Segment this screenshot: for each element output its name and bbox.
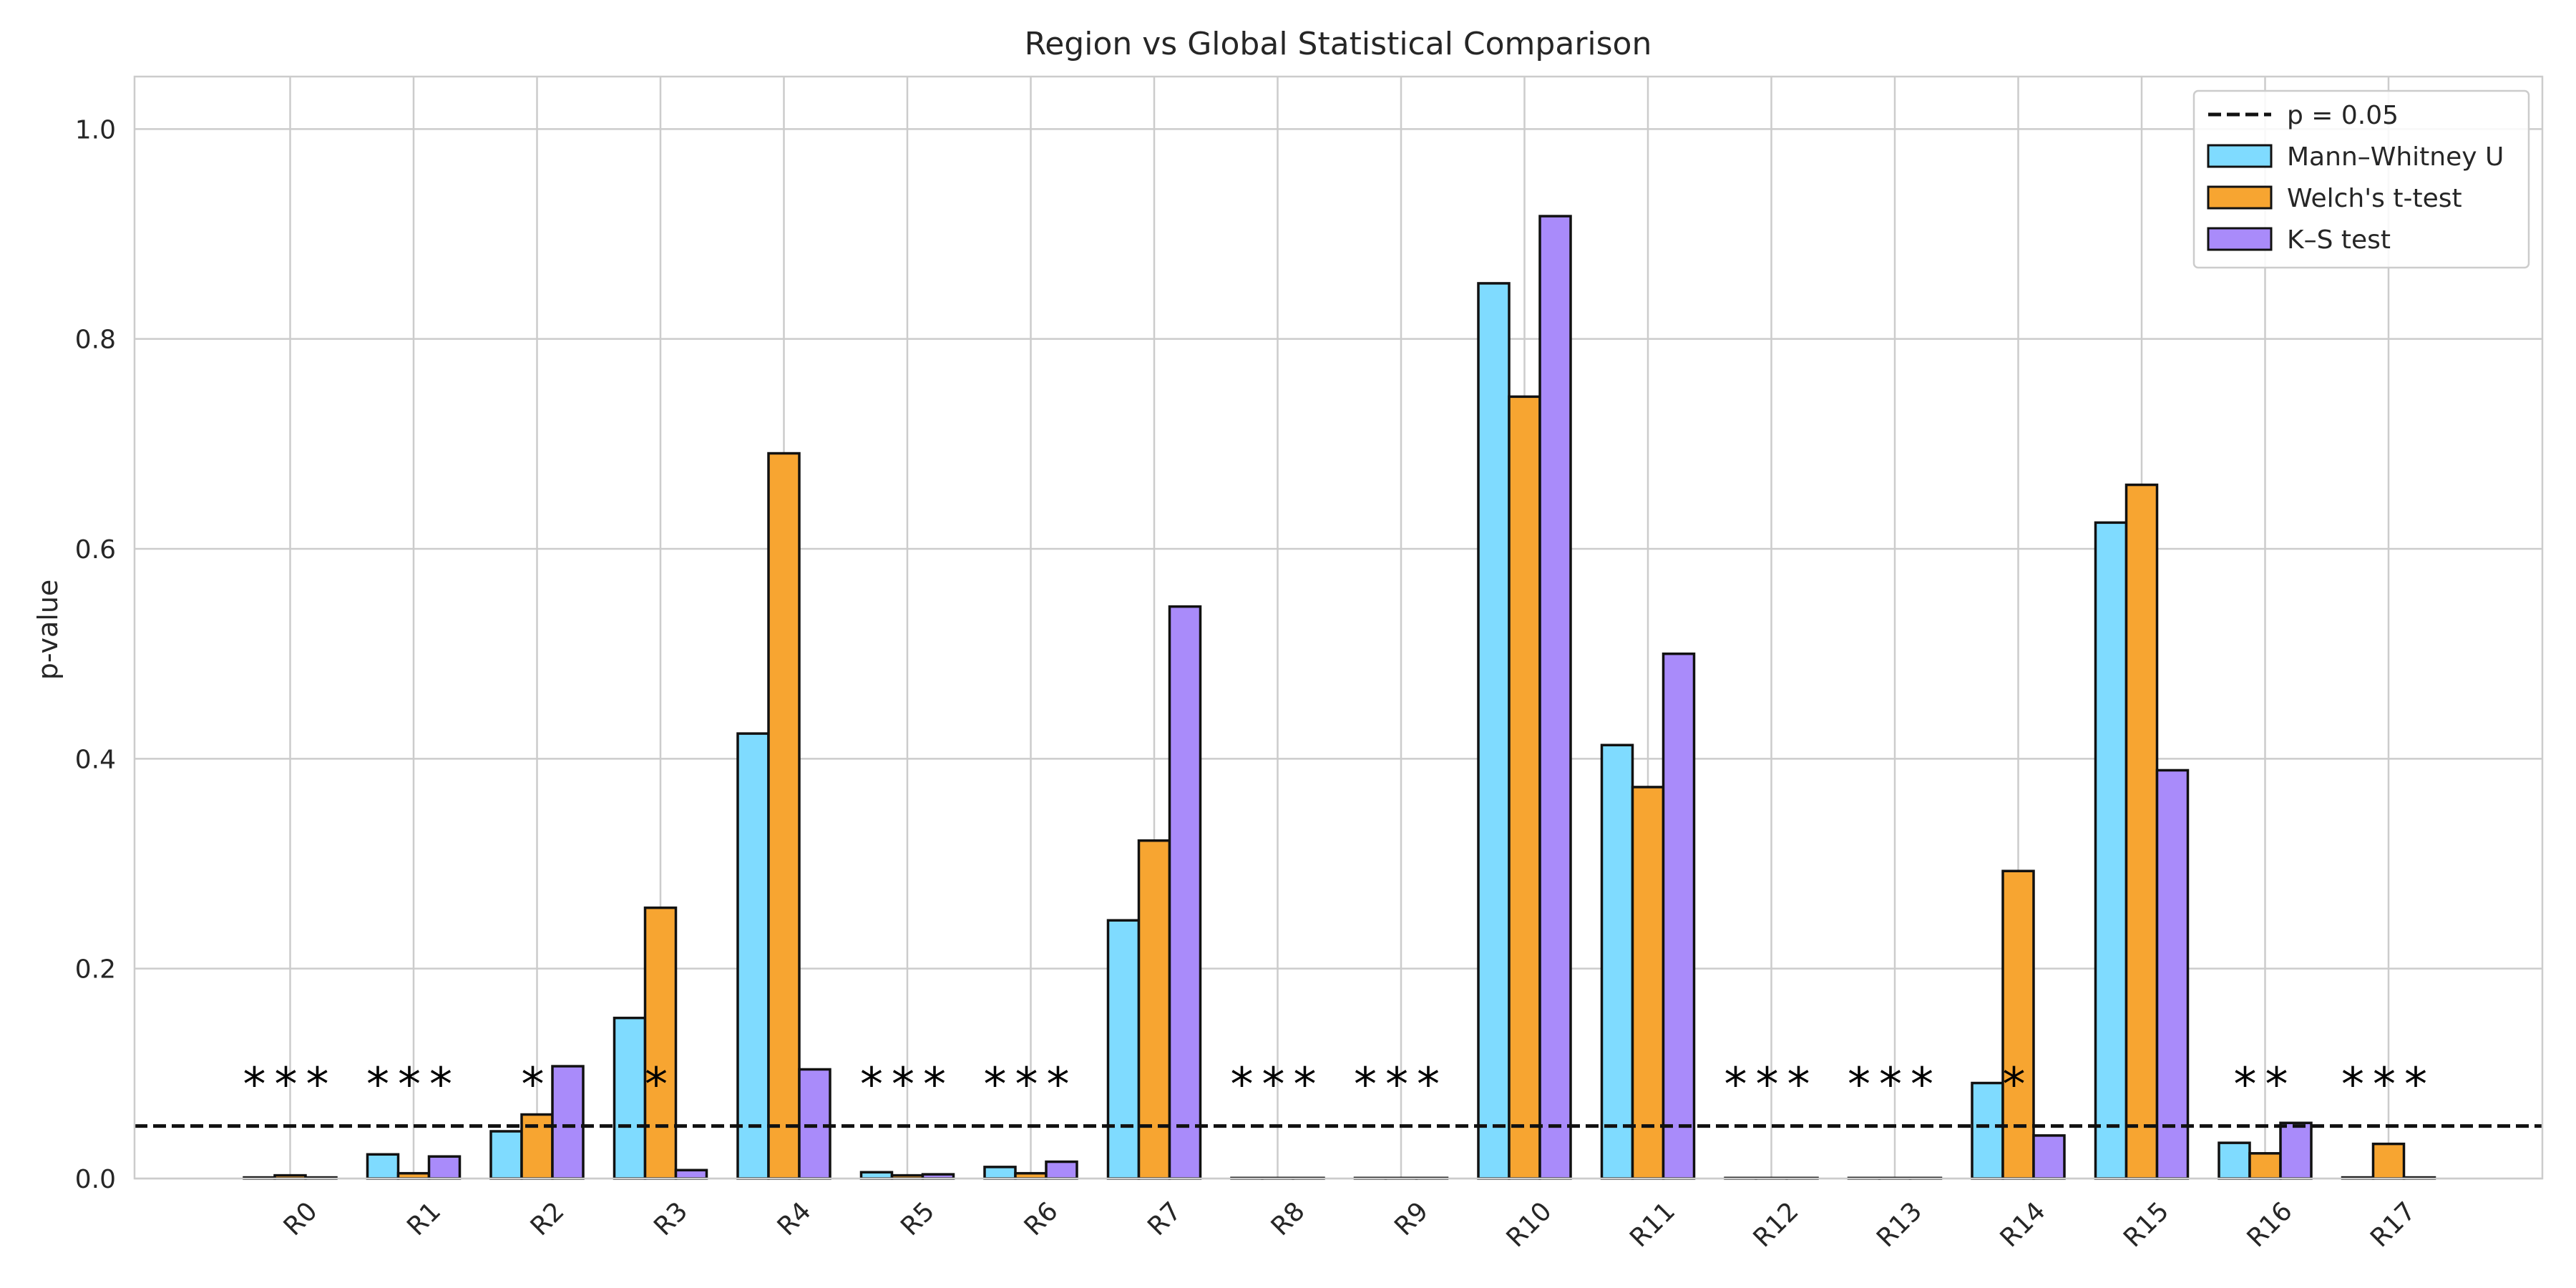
y-axis-label: p-value [32, 580, 64, 680]
legend-box [2192, 89, 2530, 269]
legend-label: K–S test [2287, 225, 2391, 255]
significance-marker: * [645, 1059, 676, 1112]
bar [1508, 395, 1541, 1180]
significance-annotations: *** *** * * *** *** *** *** *** *** * ** *** [243, 1059, 2436, 1112]
bar [2279, 1121, 2313, 1180]
bar [1477, 282, 1511, 1180]
y-tick-label: 0.8 [75, 326, 116, 355]
significance-marker: * [2003, 1059, 2034, 1112]
legend-label: Welch's t-test [2287, 184, 2462, 213]
bar [2124, 483, 2159, 1180]
significance-marker: *** [1231, 1059, 1325, 1112]
bar [2155, 769, 2190, 1180]
bar [798, 1068, 831, 1180]
significance-marker: *** [366, 1059, 461, 1112]
y-tick-label: 0.2 [75, 955, 116, 985]
bar [674, 1169, 708, 1180]
bar [2094, 521, 2128, 1180]
chart-title: Region vs Global Statistical Comparison [1025, 26, 1652, 62]
y-tick-label: 0.0 [75, 1165, 116, 1194]
legend-swatch [2207, 144, 2273, 168]
bar [489, 1130, 523, 1180]
significance-marker: *** [2341, 1059, 2436, 1112]
significance-marker: *** [243, 1059, 338, 1112]
legend-swatch [2207, 227, 2273, 251]
y-tick-label: 0.4 [75, 745, 116, 774]
significance-marker: *** [1724, 1059, 1819, 1112]
bar [2001, 869, 2035, 1180]
bar [2032, 1134, 2066, 1180]
bar [767, 452, 801, 1180]
bar [1168, 605, 1202, 1180]
bar [1662, 652, 1696, 1180]
bar [427, 1155, 462, 1180]
bar [366, 1153, 400, 1180]
legend-label: Mann–Whitney U [2287, 142, 2504, 172]
significance-marker: *** [1848, 1059, 1942, 1112]
significance-marker: *** [984, 1059, 1078, 1112]
bar [736, 732, 770, 1180]
bars [243, 215, 2436, 1180]
legend: p = 0.05 Mann–Whitney U Welch's t-test K–S … [2192, 89, 2530, 269]
significance-marker: *** [1354, 1059, 1448, 1112]
bar [1106, 919, 1141, 1180]
bar [643, 906, 678, 1180]
plot-frame [133, 75, 2544, 1180]
bar [2371, 1142, 2406, 1180]
y-tick-label: 1.0 [75, 115, 116, 145]
bar [1631, 786, 1665, 1180]
bar [520, 1113, 554, 1180]
legend-threshold-label: p = 0.05 [2287, 101, 2399, 130]
bar [613, 1016, 647, 1180]
bar [2248, 1152, 2282, 1180]
significance-marker: *** [860, 1059, 955, 1112]
bar [551, 1065, 585, 1180]
bar [1971, 1081, 2004, 1180]
bar [2218, 1141, 2251, 1180]
legend-swatch [2207, 185, 2273, 210]
significance-marker: ** [2234, 1059, 2297, 1112]
bar [1538, 215, 1572, 1180]
bar [859, 1171, 894, 1180]
bar [1600, 743, 1634, 1180]
bar [1045, 1160, 1078, 1180]
y-tick-labels: 0.0 0.2 0.4 0.6 0.8 1.0 [75, 115, 116, 1194]
y-tick-label: 0.6 [75, 535, 116, 565]
significance-marker: * [522, 1059, 553, 1112]
bar [983, 1166, 1017, 1180]
